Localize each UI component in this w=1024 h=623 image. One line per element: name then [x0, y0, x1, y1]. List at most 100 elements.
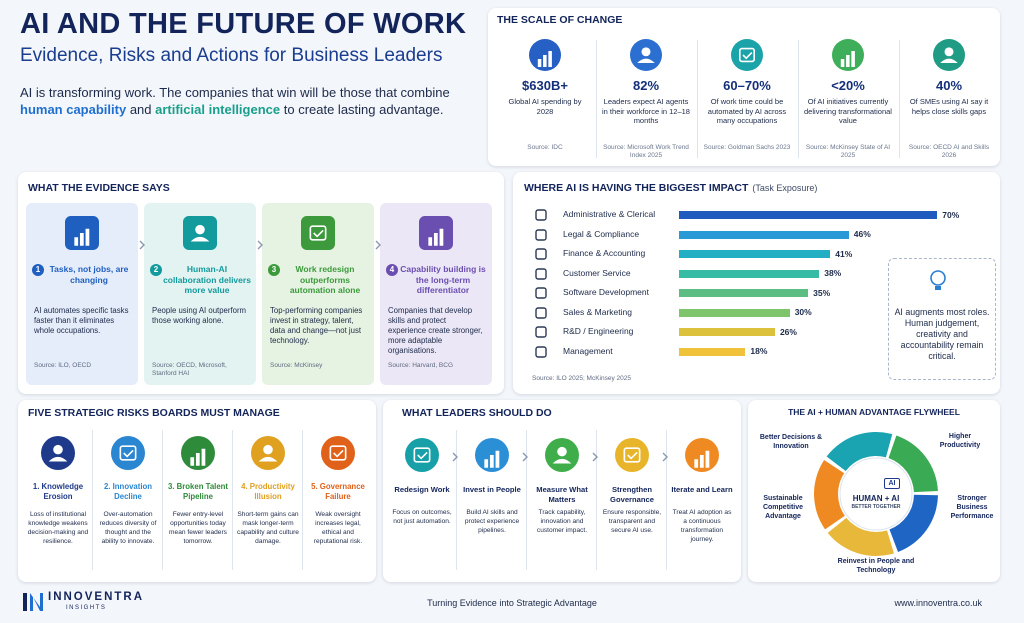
card-text: Companies that develop skills and protec…	[388, 306, 483, 355]
icon-glyph	[313, 229, 324, 238]
icon-bg	[731, 39, 763, 71]
flywheel-segment	[888, 435, 938, 493]
risk-heading: 4. Productivity Illusion	[241, 482, 295, 501]
chevron-line	[139, 240, 145, 250]
category-label: Software Development	[563, 287, 649, 297]
category-label: Administrative & Clerical	[563, 209, 656, 219]
icon-glyph	[333, 449, 344, 458]
chevron-line	[452, 452, 458, 462]
icon-glyph	[851, 51, 855, 67]
callout-text: AI augments most roles. Human judgement,…	[894, 307, 990, 361]
row-icon-shape	[535, 228, 547, 241]
row-icon-shape	[535, 287, 547, 299]
chevron	[375, 240, 381, 250]
icon	[685, 438, 719, 472]
divider	[899, 40, 900, 158]
icon-glyph	[739, 47, 755, 63]
bar-value-label: 70%	[942, 209, 960, 220]
flywheel-label: Higher Productivity	[939, 433, 981, 449]
bulb-base	[935, 286, 941, 290]
center-label: HUMAN + AI	[852, 494, 900, 503]
icon	[111, 436, 145, 470]
icon-glyph	[123, 449, 134, 458]
icon-glyph	[413, 447, 431, 463]
section-title: THE SCALE OF CHANGE	[497, 14, 623, 26]
bar-value-label: 30%	[794, 307, 812, 317]
icon-glyph	[489, 455, 494, 468]
icon	[301, 216, 335, 250]
icon-bg	[405, 438, 439, 472]
card-number: 4	[386, 264, 398, 276]
bar-value-label: 38%	[824, 268, 842, 278]
icon-glyph	[537, 59, 542, 67]
bar	[679, 250, 831, 258]
section-title: WHAT LEADERS SHOULD DO	[402, 407, 552, 419]
icon-glyph	[699, 455, 704, 468]
icon-glyph	[190, 236, 210, 242]
chevron	[139, 240, 145, 250]
divider	[162, 430, 163, 570]
stat-text: Of AI initiatives currently delivering t…	[804, 97, 892, 125]
icon-glyph	[309, 225, 327, 241]
bar-value-label: 18%	[750, 346, 768, 356]
section-title: THE AI + HUMAN ADVANTAGE FLYWHEEL	[788, 407, 960, 417]
icon-glyph	[74, 237, 79, 246]
divider	[232, 430, 233, 570]
row-icon-shape	[535, 267, 547, 280]
icon	[183, 216, 217, 250]
category-label: Sales & Marketing	[563, 306, 632, 317]
section-title: WHAT THE EVIDENCE SAYS	[28, 182, 170, 194]
icon	[321, 436, 355, 470]
category-label: Legal & Compliance	[563, 228, 640, 239]
stat-source: Source: Microsoft Work Trend Index 2025	[603, 144, 689, 159]
risk-heading: 5. Governance Failure	[311, 482, 365, 501]
stat-value: <20%	[831, 78, 865, 93]
logo-bar	[23, 593, 27, 611]
bar-value-label: 35%	[813, 287, 831, 298]
card-text: People using AI outperform those working…	[152, 306, 247, 325]
icon-glyph	[79, 233, 84, 246]
divider	[92, 430, 93, 570]
bar	[679, 211, 938, 219]
card-text: Top-performing companies invest in strat…	[270, 306, 363, 345]
icon-glyph	[557, 446, 567, 457]
icon-glyph	[258, 456, 278, 462]
flywheel-segment	[814, 460, 845, 530]
action-text: Track capability, innovation and custome…	[536, 509, 588, 534]
icon	[545, 438, 579, 472]
callout-box	[888, 258, 996, 380]
card-source: Source: OECD, Microsoft, Stanford HAI	[152, 362, 227, 377]
card-source: Source: Harvard, BCG	[388, 362, 454, 369]
bar	[679, 269, 820, 278]
category-label: Customer Service	[563, 267, 631, 278]
icon-glyph	[641, 47, 651, 57]
icon	[65, 216, 99, 250]
card-heading: Tasks, not jobs, are changing	[49, 264, 129, 285]
intro-part: artificial intelligence	[155, 102, 281, 117]
action-heading: Measure What Matters	[536, 485, 588, 504]
icon	[41, 436, 75, 470]
divider	[456, 430, 457, 570]
lightbulb	[930, 270, 946, 290]
row-icon	[535, 326, 547, 338]
flywheel-segment	[827, 517, 894, 556]
title: AI AND THE FUTURE OF WORK	[20, 8, 467, 40]
row-icon-shape	[535, 248, 547, 260]
icon-bg	[615, 438, 649, 472]
risk-text: Short-term gains can mask longer-term ca…	[237, 511, 299, 545]
flywheel-label: Sustainable Competitive Advantage	[762, 495, 804, 520]
icon	[615, 438, 649, 472]
stat-text: Of SMEs using AI say it helps close skil…	[909, 97, 989, 116]
category-label: R&D / Engineering	[563, 326, 634, 336]
icon-glyph	[944, 47, 954, 57]
intro-part: human capability	[20, 102, 127, 117]
icon-glyph	[705, 450, 710, 468]
action-text: Treat AI adoption as a continuous transf…	[672, 509, 732, 543]
bar	[679, 230, 849, 239]
flywheel	[814, 432, 938, 556]
icon	[251, 436, 285, 470]
icon	[832, 39, 864, 71]
bar	[679, 289, 809, 297]
icon-glyph	[484, 459, 489, 468]
